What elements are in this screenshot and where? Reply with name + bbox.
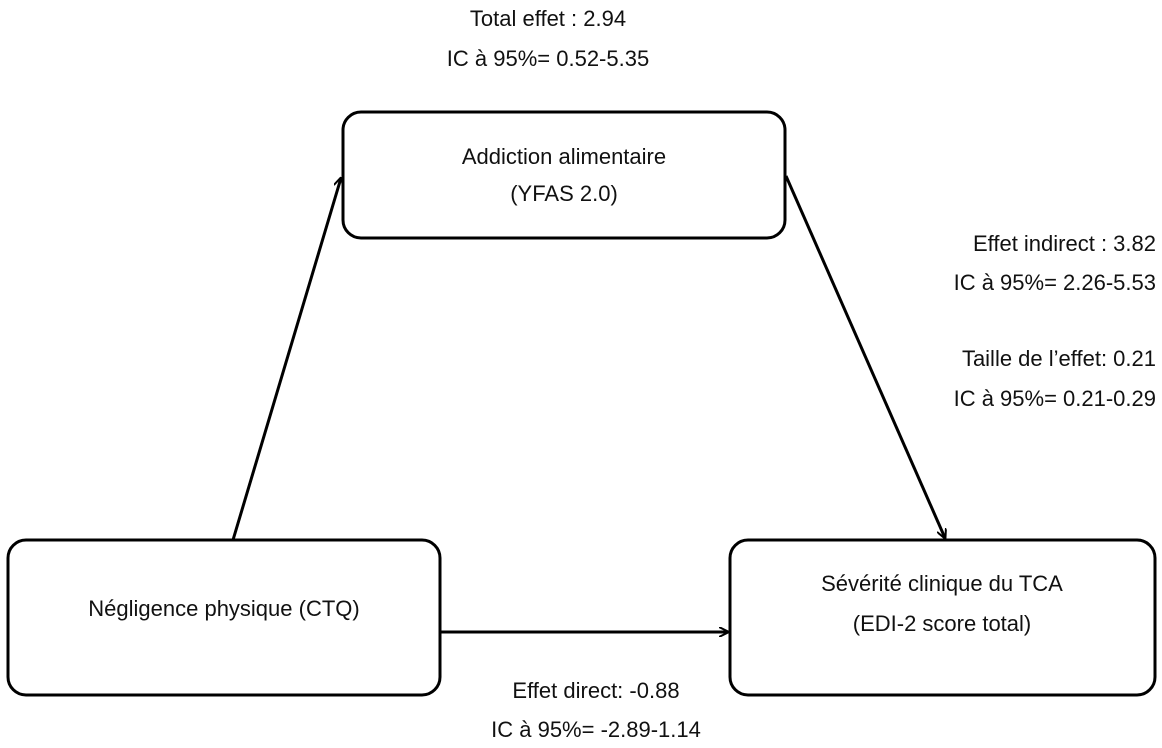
node-box xyxy=(6,538,442,697)
effect-size-ci: IC à 95%= 0.21-0.29 xyxy=(954,386,1156,411)
arrow xyxy=(231,178,341,541)
effect-size: Taille de l’effet: 0.21 xyxy=(962,346,1156,371)
indirect-ci: IC à 95%= 2.26-5.53 xyxy=(954,270,1156,295)
node-label: Addiction alimentaire xyxy=(462,144,666,169)
indirect-effect: Effet indirect : 3.82 xyxy=(973,231,1156,256)
direct-ci: IC à 95%= -2.89-1.14 xyxy=(491,717,701,742)
node-box xyxy=(341,110,787,240)
node-label: (EDI-2 score total) xyxy=(853,611,1032,636)
node-label: (YFAS 2.0) xyxy=(510,181,618,206)
node-label: Sévérité clinique du TCA xyxy=(821,571,1063,596)
total-effect: Total effet : 2.94 xyxy=(470,6,626,31)
arrow xyxy=(784,175,945,538)
total-ci: IC à 95%= 0.52-5.35 xyxy=(447,46,649,71)
node-label: Négligence physique (CTQ) xyxy=(88,596,359,621)
direct-effect: Effet direct: -0.88 xyxy=(512,678,679,703)
